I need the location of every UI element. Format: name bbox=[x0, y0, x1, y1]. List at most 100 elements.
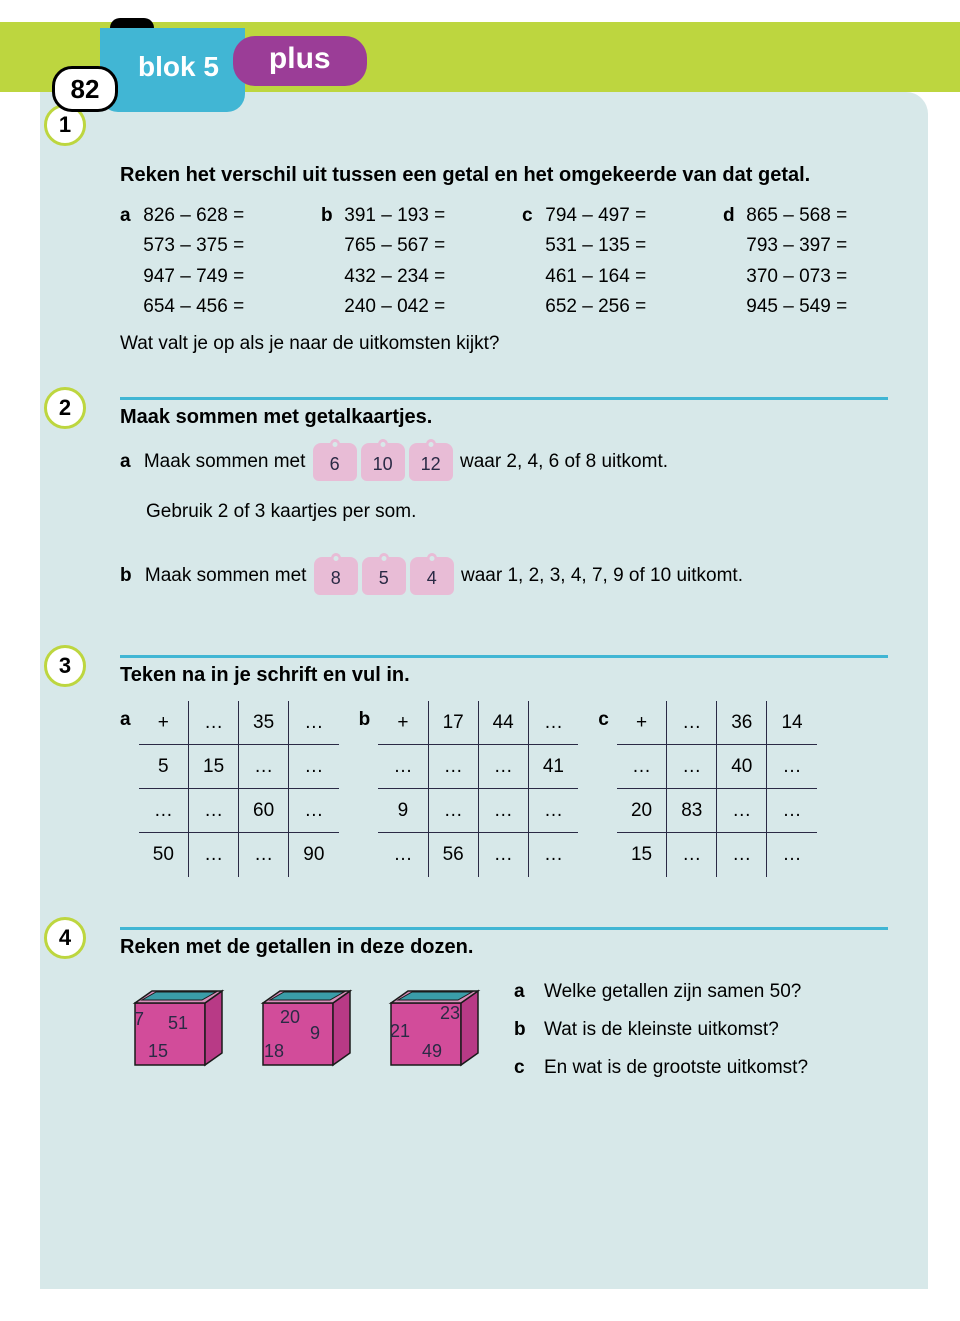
table-cell: … bbox=[428, 745, 478, 789]
problem-row: a 826 – 628 = bbox=[120, 201, 285, 231]
exercise-2: 2 Maak sommen met getalkaartjes. a Maak … bbox=[40, 375, 928, 615]
problem-row: 947 – 749 = bbox=[120, 262, 285, 292]
problem-column: c 794 – 497 = 531 – 135 = 461 – 164 = 65… bbox=[522, 201, 687, 323]
part-a-pre: Maak sommen met bbox=[144, 451, 306, 472]
exercise-1: 1 Reken het verschil uit tussen een geta… bbox=[40, 92, 928, 375]
box-number: 23 bbox=[440, 1003, 460, 1024]
table-cell: … bbox=[528, 833, 578, 877]
part-a-post: waar 2, 4, 6 of 8 uitkomt. bbox=[460, 451, 668, 472]
table-cell: 40 bbox=[717, 745, 767, 789]
table-group: c +…3614……40…2083……15……… bbox=[598, 701, 817, 877]
problem-row: 432 – 234 = bbox=[321, 262, 486, 292]
table-cell: 44 bbox=[478, 701, 528, 745]
problem-row: 240 – 042 = bbox=[321, 292, 486, 322]
question-list: aWelke getallen zijn samen 50?bWat is de… bbox=[514, 973, 808, 1087]
column-label: a bbox=[120, 201, 138, 231]
table-cell: … bbox=[189, 789, 239, 833]
table-cell: 20 bbox=[617, 789, 667, 833]
table-cell: 56 bbox=[428, 833, 478, 877]
problem-row: 654 – 456 = bbox=[120, 292, 285, 322]
table-cell: 36 bbox=[717, 701, 767, 745]
problem-row: 765 – 567 = bbox=[321, 231, 486, 261]
question-label: c bbox=[514, 1049, 536, 1087]
header-tabs: 82 blok 5 plus bbox=[52, 28, 367, 112]
table-cell: … bbox=[239, 745, 289, 789]
column-label: c bbox=[522, 201, 540, 231]
problem-row: 461 – 164 = bbox=[522, 262, 687, 292]
table-cell: … bbox=[478, 833, 528, 877]
exercise-3: 3 Teken na in je schrift en vul in. a+…3… bbox=[40, 615, 928, 897]
table-cell: … bbox=[528, 701, 578, 745]
table-cell: + bbox=[617, 701, 667, 745]
number-tag: 6 bbox=[313, 443, 357, 481]
addition-table: +1744…………419…………56…… bbox=[378, 701, 578, 877]
exercise-number: 3 bbox=[44, 645, 86, 687]
table-group: b+1744…………419…………56…… bbox=[359, 701, 579, 877]
box-number: 9 bbox=[310, 1023, 320, 1044]
exercise-number: 4 bbox=[44, 917, 86, 959]
question-item: bWat is de kleinste uitkomst? bbox=[514, 1011, 808, 1049]
problem-row: 793 – 397 = bbox=[723, 231, 888, 261]
column-label: b bbox=[321, 201, 339, 231]
table-cell: 15 bbox=[189, 745, 239, 789]
table-cell: … bbox=[378, 745, 428, 789]
question-label: a bbox=[514, 973, 536, 1011]
table-cell: + bbox=[139, 701, 189, 745]
tables-row: a+…35…515…………60…50……90b+1744…………419…………5… bbox=[120, 701, 888, 877]
followup-question: Wat valt je op als je naar de uitkomsten… bbox=[120, 333, 888, 355]
question-item: aWelke getallen zijn samen 50? bbox=[514, 973, 808, 1011]
problem-columns: a 826 – 628 = 573 – 375 = 947 – 749 = 65… bbox=[120, 201, 888, 323]
table-cell: … bbox=[239, 833, 289, 877]
problem-column: b 391 – 193 = 765 – 567 = 432 – 234 = 24… bbox=[321, 201, 486, 323]
problem-row: 652 – 256 = bbox=[522, 292, 687, 322]
table-cell: … bbox=[139, 789, 189, 833]
number-tag: 5 bbox=[362, 557, 406, 595]
table-cell: … bbox=[667, 833, 717, 877]
number-tag: 10 bbox=[361, 443, 405, 481]
table-cell: 5 bbox=[139, 745, 189, 789]
table-cell: + bbox=[378, 701, 428, 745]
part-b-post: waar 1, 2, 3, 4, 7, 9 of 10 uitkomt. bbox=[461, 565, 743, 586]
number-box: 7 5115 bbox=[120, 973, 230, 1073]
exercise-title: Maak sommen met getalkaartjes. bbox=[120, 397, 888, 429]
boxes-and-questions: 75115 20918 232149 aWelke getallen zijn … bbox=[120, 973, 888, 1087]
table-cell: 14 bbox=[767, 701, 817, 745]
table-cell: 60 bbox=[239, 789, 289, 833]
table-cell: 35 bbox=[239, 701, 289, 745]
part-label-a: a bbox=[120, 451, 131, 472]
table-cell: … bbox=[767, 745, 817, 789]
column-label: d bbox=[723, 201, 741, 231]
box-number: 15 bbox=[148, 1041, 168, 1062]
number-box: 232149 bbox=[376, 973, 486, 1073]
table-cell: 83 bbox=[667, 789, 717, 833]
question-label: b bbox=[514, 1011, 536, 1049]
table-cell: … bbox=[289, 745, 339, 789]
table-cell: 90 bbox=[289, 833, 339, 877]
problem-row: 945 – 549 = bbox=[723, 292, 888, 322]
problem-column: a 826 – 628 = 573 – 375 = 947 – 749 = 65… bbox=[120, 201, 285, 323]
box-number: 51 bbox=[168, 1013, 188, 1034]
table-cell: … bbox=[767, 789, 817, 833]
table-cell: 50 bbox=[139, 833, 189, 877]
table-group: a+…35…515…………60…50……90 bbox=[120, 701, 339, 877]
table-cell: 15 bbox=[617, 833, 667, 877]
page-content: 1 Reken het verschil uit tussen een geta… bbox=[40, 92, 928, 1289]
addition-table: +…3614……40…2083……15……… bbox=[617, 701, 817, 877]
exercise-title: Reken met de getallen in deze dozen. bbox=[120, 927, 888, 959]
box-number: 20 bbox=[280, 1007, 300, 1028]
problem-column: d 865 – 568 = 793 – 397 = 370 – 073 = 94… bbox=[723, 201, 888, 323]
table-cell: … bbox=[478, 745, 528, 789]
exercise-body: a Maak sommen met 61012 waar 2, 4, 6 of … bbox=[120, 443, 888, 595]
part-a-note: Gebruik 2 of 3 kaartjes per som. bbox=[146, 495, 888, 529]
table-label: b bbox=[359, 701, 371, 731]
table-cell: … bbox=[189, 833, 239, 877]
exercise-title: Teken na in je schrift en vul in. bbox=[120, 655, 888, 687]
number-tag: 8 bbox=[314, 557, 358, 595]
exercise-number: 2 bbox=[44, 387, 86, 429]
table-cell: … bbox=[667, 745, 717, 789]
table-label: c bbox=[598, 701, 609, 731]
blok-tab: blok 5 bbox=[100, 28, 245, 112]
table-cell: … bbox=[717, 833, 767, 877]
box-number: 7 bbox=[134, 1009, 144, 1030]
box-number: 49 bbox=[422, 1041, 442, 1062]
